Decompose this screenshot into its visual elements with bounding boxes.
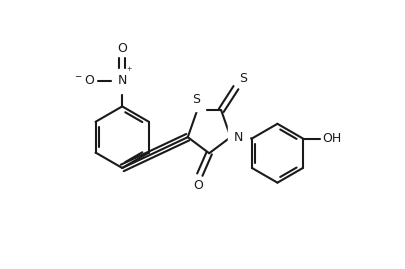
Text: N: N	[234, 131, 243, 144]
Text: OH: OH	[322, 132, 342, 145]
Text: O: O	[194, 179, 203, 192]
Text: $^+$: $^+$	[126, 67, 134, 76]
Text: $^-$O: $^-$O	[73, 75, 96, 87]
Text: N: N	[117, 75, 127, 87]
Text: S: S	[192, 93, 200, 106]
Text: O: O	[117, 42, 127, 55]
Text: S: S	[239, 72, 247, 85]
